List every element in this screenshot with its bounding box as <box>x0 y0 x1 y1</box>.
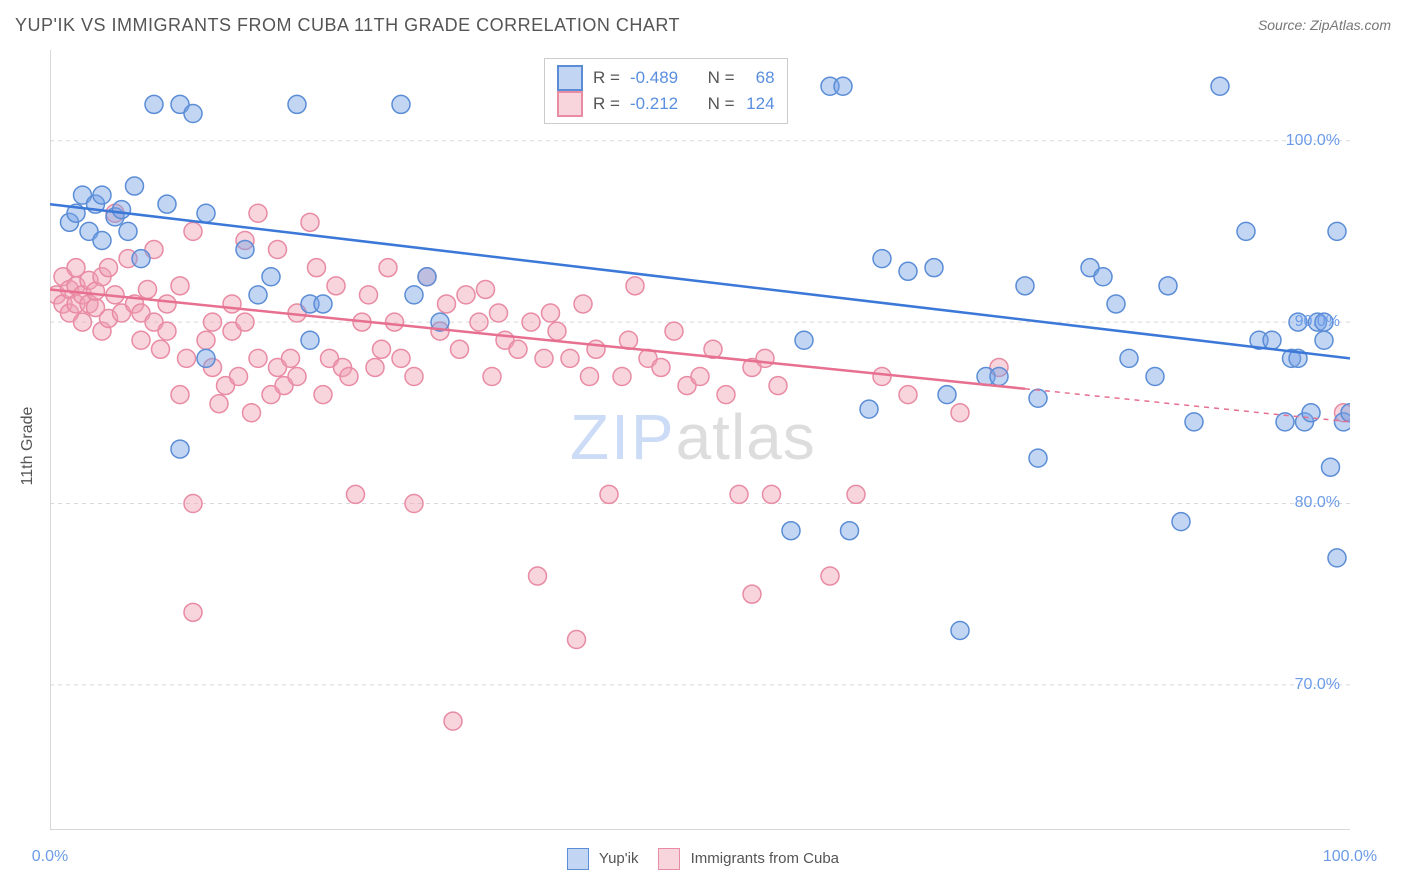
legend-swatch-pink <box>658 848 680 870</box>
n-label-2: N = <box>708 91 735 117</box>
r-value-1: -0.489 <box>630 65 678 91</box>
n-value-2: 124 <box>745 91 775 117</box>
legend-swatch-blue <box>567 848 589 870</box>
legend-item-1: Yup'ik <box>567 848 638 870</box>
stats-swatch-blue <box>557 65 583 91</box>
r-label: R = <box>593 65 620 91</box>
legend-label-1: Yup'ik <box>599 850 639 867</box>
y-axis-label: 11th Grade <box>19 407 37 486</box>
title-bar: YUP'IK VS IMMIGRANTS FROM CUBA 11TH GRAD… <box>15 10 1391 40</box>
scatter-plot <box>50 50 1350 830</box>
x-tick-label: 0.0% <box>32 848 68 866</box>
source-label: Source: ZipAtlas.com <box>1258 17 1391 33</box>
chart-container: YUP'IK VS IMMIGRANTS FROM CUBA 11TH GRAD… <box>0 0 1406 892</box>
stats-row-1: R = -0.489 N = 68 <box>557 65 775 91</box>
y-tick-label: 100.0% <box>1280 132 1340 150</box>
n-label: N = <box>708 65 735 91</box>
stats-swatch-pink <box>557 91 583 117</box>
legend-label-2: Immigrants from Cuba <box>691 850 839 867</box>
correlation-stats-box: R = -0.489 N = 68 R = -0.212 N = 124 <box>544 58 788 124</box>
r-value-2: -0.212 <box>630 91 678 117</box>
legend-item-2: Immigrants from Cuba <box>658 848 839 870</box>
r-label-2: R = <box>593 91 620 117</box>
y-tick-label: 80.0% <box>1280 494 1340 512</box>
x-tick-label: 100.0% <box>1323 848 1377 866</box>
y-tick-label: 70.0% <box>1280 676 1340 694</box>
legend: Yup'ik Immigrants from Cuba <box>567 848 839 870</box>
y-tick-label: 90.0% <box>1280 313 1340 331</box>
n-value-1: 68 <box>745 65 775 91</box>
stats-row-2: R = -0.212 N = 124 <box>557 91 775 117</box>
chart-title: YUP'IK VS IMMIGRANTS FROM CUBA 11TH GRAD… <box>15 15 680 36</box>
